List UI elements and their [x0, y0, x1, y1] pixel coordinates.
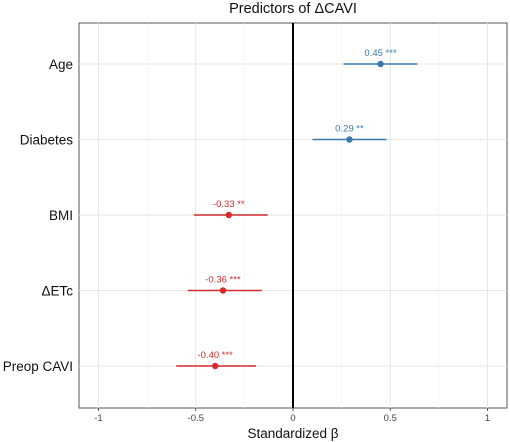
- x-tick-label: 1: [485, 413, 490, 424]
- x-axis-label: Standardized β: [247, 426, 338, 441]
- estimate-marks: 0.45 *** 0.29 ** -0.33 ** -0.36 *** -0.40 **…: [176, 48, 418, 370]
- predictor-label: BMI: [49, 208, 73, 223]
- estimate-label: 0.29 **: [335, 124, 364, 135]
- predictor-label: Preop CAVI: [3, 359, 73, 374]
- predictor-labels: Age Diabetes BMI ΔETc Preop CAVI: [3, 57, 74, 374]
- estimate-point: [346, 136, 353, 143]
- estimate-point: [225, 211, 232, 219]
- x-tick-label: 0.5: [384, 413, 397, 424]
- predictor-label: ΔETc: [41, 284, 73, 299]
- x-axis-ticks: -1 -0.5 0 0.5 1: [94, 408, 490, 424]
- x-tick-label: -1: [94, 413, 102, 424]
- estimate-label: -0.33 **: [213, 199, 245, 210]
- x-tick-label: -0.5: [188, 413, 204, 424]
- estimate-point: [211, 362, 219, 370]
- estimate-label: 0.45 ***: [364, 48, 397, 59]
- estimate-label: -0.36 ***: [205, 275, 241, 286]
- estimate-label: -0.40 ***: [197, 350, 233, 361]
- predictor-label: Age: [49, 57, 73, 72]
- estimate-point: [219, 287, 227, 294]
- x-tick-label: 0: [290, 413, 295, 424]
- estimate-point: [377, 60, 384, 68]
- chart-title: Predictors of ΔCAVI: [229, 1, 357, 17]
- predictor-label: Diabetes: [20, 133, 74, 148]
